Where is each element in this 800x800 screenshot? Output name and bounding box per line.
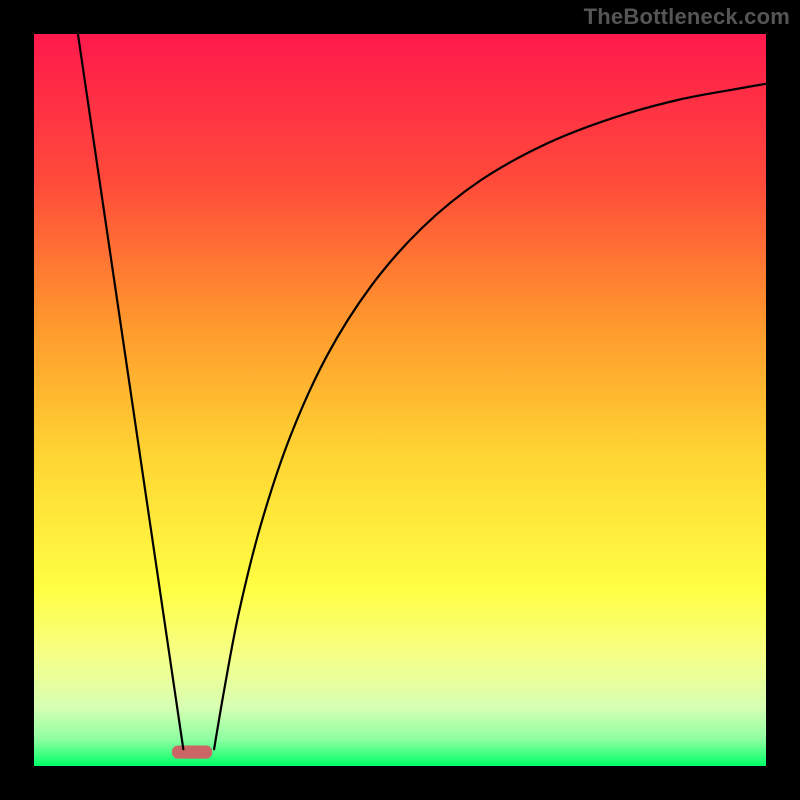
chart-svg — [0, 0, 800, 800]
plot-background — [34, 34, 766, 766]
optimum-marker — [172, 746, 212, 759]
watermark-text: TheBottleneck.com — [584, 4, 790, 30]
chart-container: TheBottleneck.com — [0, 0, 800, 800]
